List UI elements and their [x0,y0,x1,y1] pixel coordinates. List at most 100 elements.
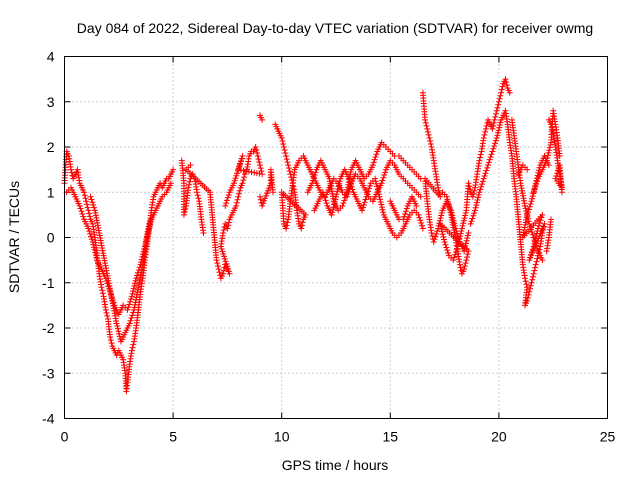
data-point [472,207,479,214]
data-point-fill [494,129,501,136]
data-point-fill [451,254,458,261]
data-point [428,229,435,236]
data-point-fill [284,159,291,166]
data-point-fill [468,218,475,225]
data-point-fill [80,213,87,220]
data-point-fill [346,178,353,185]
data-point-fill [473,202,480,209]
data-point-fill [452,248,459,255]
data-point [68,166,75,173]
data-point-fill [195,195,202,202]
data-point-fill [470,190,477,197]
data-point-fill [490,119,497,126]
data-point-fill [497,119,504,126]
data-point-fill [547,142,554,149]
data-point-fill [418,220,425,227]
data-point-fill [283,156,290,163]
data-point-fill [440,236,447,243]
data-point-fill [299,219,306,226]
data-point-fill [130,341,137,348]
data-point [534,225,541,232]
data-point-fill [279,137,286,144]
data-point-fill [483,167,490,174]
data-point-fill [115,328,122,335]
data-point-fill [475,191,482,198]
x-tick-labels: 0 5 10 15 20 25 [61,429,616,445]
y-tick-label: -2 [42,320,55,336]
data-point-fill [529,231,536,238]
data-point-fill [477,186,484,193]
data-point [128,293,135,300]
data-point-fill [431,236,438,243]
data-point-fill [464,254,471,261]
data-point [222,202,229,209]
data-point-fill [527,282,534,289]
data-point-fill [481,131,488,138]
data-point-fill [494,132,501,139]
data-point-fill [503,79,510,86]
data-point [521,275,528,282]
data-point-fill [472,204,479,211]
data-point-fill [529,273,536,280]
data-point [102,306,109,313]
data-point-fill [378,204,385,211]
data-point-fill [481,172,488,179]
data-point-fill [529,195,536,202]
data-point-fill [320,191,327,198]
data-point [378,180,385,187]
data-point-fill [401,213,408,220]
data-point-fill [220,226,227,233]
data-point [530,189,537,196]
data-point-fill [147,218,154,225]
x-tick-label: 5 [169,429,177,445]
data-point-fill [186,181,193,188]
data-point-fill [455,238,462,245]
data-point-fill [127,296,134,303]
data-point-fill [261,197,268,204]
data-point-fill [528,248,535,255]
grid-lines [64,56,608,419]
data-point-fill [280,140,287,147]
data-point [144,234,151,241]
data-point-fill [445,249,452,256]
data-point-fill [82,195,89,202]
data-point [180,211,187,218]
data-point-fill [182,205,189,212]
data-point-fill [427,137,434,144]
data-point [422,116,429,123]
data-point-fill [461,215,468,222]
data-point [81,189,88,196]
data-point-fill [126,301,133,308]
data-point-fill [492,113,499,120]
data-point [200,229,207,236]
data-point [415,211,422,218]
y-tick-label: -1 [42,275,55,291]
data-point-fill [458,228,465,235]
data-point [556,153,563,160]
data-point-fill [349,186,356,193]
x-tick-label: 0 [61,429,69,445]
data-point-fill [442,241,449,248]
data-point [226,189,233,196]
data-point [437,220,444,227]
x-axis-label: GPS time / hours [282,457,389,473]
data-point [443,193,450,200]
data-point-fill [311,172,318,179]
data-point-fill [456,235,463,242]
data-point-fill [528,229,535,236]
data-point-fill [493,110,500,117]
data-point-fill [544,154,551,161]
data-point-fill [330,204,337,211]
data-point-fill [483,122,490,129]
data-point-fill [452,251,459,258]
data-point [476,189,483,196]
data-point-fill [478,183,485,190]
data-point-fill [533,181,540,188]
data-point-fill [526,203,533,210]
data-point-fill [463,237,470,244]
data-point [193,189,200,196]
data-point-fill [107,337,114,344]
data-point-fill [375,191,382,198]
data-point-fill [525,215,532,222]
